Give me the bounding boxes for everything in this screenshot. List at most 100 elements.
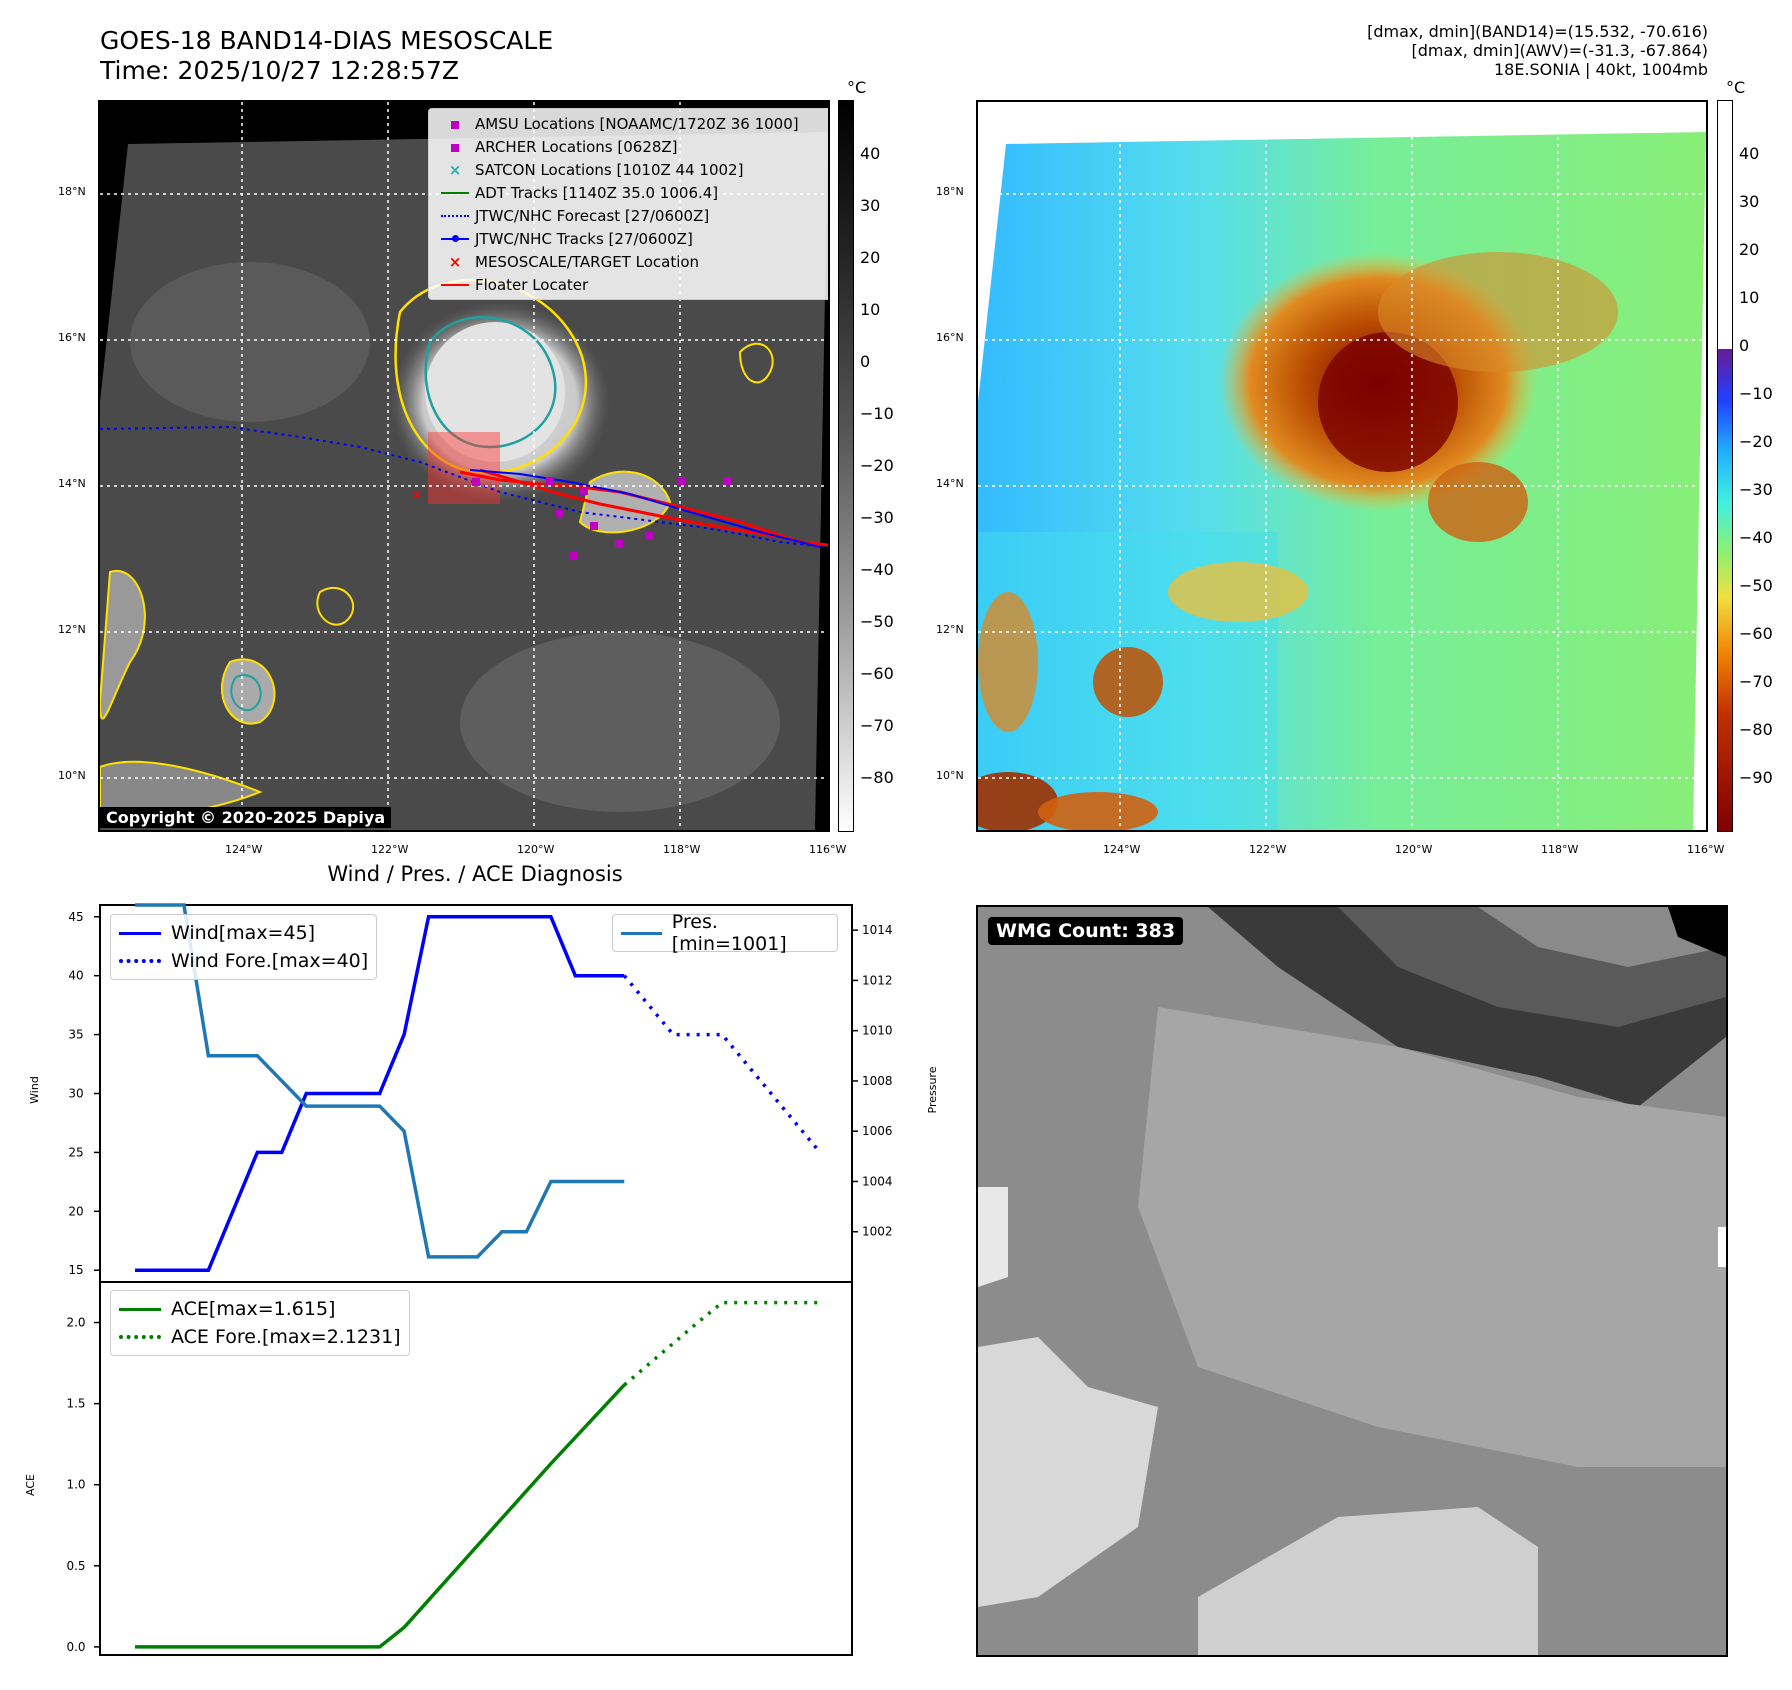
colorbar-tick-label: 30	[860, 196, 881, 215]
lat-label: 18°N	[936, 185, 964, 198]
legend-item-amsu: AMSU Locations [NOAAMC/1720Z 36 1000]	[435, 112, 828, 135]
colorbar-tick-label: −10	[1739, 384, 1773, 403]
legend-label: MESOSCALE/TARGET Location	[475, 252, 700, 271]
lon-label: 124°W	[1103, 843, 1141, 856]
colorbar-tick-label: −50	[860, 612, 894, 631]
lon-label: 120°W	[1395, 843, 1433, 856]
colorbar-tick-label: −50	[1739, 576, 1773, 595]
legend-item-target: × MESOSCALE/TARGET Location	[435, 250, 828, 273]
colorbar-tick-label: −20	[860, 456, 894, 475]
lat-label: 16°N	[58, 331, 86, 344]
legend-label: Wind[max=45]	[171, 922, 316, 944]
lat-label: 14°N	[936, 477, 964, 490]
line-marker-icon	[119, 931, 171, 935]
pressure-tick-label: 1008	[862, 1074, 893, 1088]
intensity-info: [dmax, dmin](BAND14)=(15.532, -70.616) […	[1367, 22, 1708, 79]
ace-axis-label: ACE	[24, 1474, 37, 1496]
dotted-line-icon	[435, 214, 475, 217]
colorbar-tick-label: 20	[1739, 240, 1760, 259]
legend-item-tracks: JTWC/NHC Tracks [27/0600Z]	[435, 227, 828, 250]
best-track	[469, 469, 821, 548]
colorbar-tick-label: −60	[860, 664, 894, 683]
legend-item-satcon: × SATCON Locations [1010Z 44 1002]	[435, 158, 828, 181]
pressure-tick-label: 1010	[862, 1024, 893, 1038]
colorbar-tick-label: 10	[860, 300, 881, 319]
wind-tick-label: 30	[68, 1087, 83, 1101]
colorbar-tick-label: −10	[860, 404, 894, 423]
lat-label: 14°N	[58, 477, 86, 490]
ir-map-panel: × AMSU Locations [NOAAMC/1720Z 36 1000] …	[98, 100, 830, 832]
colorbar-unit: °C	[847, 78, 867, 97]
lon-label: 116°W	[809, 843, 847, 856]
amsu-markers	[472, 477, 731, 560]
diagnosis-frame	[99, 904, 853, 1656]
wind-line	[135, 915, 625, 1272]
lon-label: 118°W	[663, 843, 701, 856]
target-marker: ×	[411, 487, 423, 503]
ace-tick-label: 0.0	[66, 1640, 85, 1654]
ace-plot: 0.0 0.5 1.0 1.5 2.0	[66, 1300, 820, 1654]
line-marker-icon	[435, 283, 475, 286]
awv-map-panel	[976, 100, 1708, 832]
info-line-3: 18E.SONIA | 40kt, 1004mb	[1493, 60, 1708, 79]
pressure-axis-label: Pressure	[926, 1066, 939, 1113]
line-marker-icon	[621, 931, 672, 935]
lon-label: 116°W	[1687, 843, 1725, 856]
figure-title: GOES-18 BAND14-DIAS MESOSCALE Time: 2025…	[100, 26, 553, 86]
lon-label: 120°W	[517, 843, 555, 856]
pressure-tick-label: 1006	[862, 1124, 893, 1138]
dotted-line-icon	[119, 959, 171, 963]
title-line-1: GOES-18 BAND14-DIAS MESOSCALE	[100, 26, 554, 55]
pressure-tick-label: 1002	[862, 1225, 893, 1239]
colorbar-tick-label: −70	[860, 716, 894, 735]
diagnosis-title: Wind / Pres. / ACE Diagnosis	[327, 862, 623, 886]
colorbar-tick-label: −80	[860, 768, 894, 787]
legend-label: ACE Fore.[max=2.1231]	[171, 1326, 401, 1348]
pressure-line	[135, 903, 625, 1259]
lat-label: 16°N	[936, 331, 964, 344]
lon-label: 118°W	[1541, 843, 1579, 856]
colorbar-tick-label: −20	[1739, 432, 1773, 451]
colorbar-tick-label: −30	[1739, 480, 1773, 499]
grayscale-colorbar	[838, 100, 854, 832]
legend-item-wind-forecast: Wind Fore.[max=40]	[119, 947, 368, 975]
colorbar-tick-label: −40	[860, 560, 894, 579]
wind-pressure-plot: 15 20 25 30 35 40 45 1002 1004 1006 1008 1010 1012 10…	[68, 903, 893, 1277]
legend-label: Pres.[min=1001]	[671, 911, 787, 955]
lon-label: 124°W	[225, 843, 263, 856]
legend-label: JTWC/NHC Tracks [27/0600Z]	[475, 229, 693, 248]
lat-label: 18°N	[58, 185, 86, 198]
wmg-count-badge: WMG Count: 383	[988, 917, 1184, 945]
legend-label: AMSU Locations [NOAAMC/1720Z 36 1000]	[475, 114, 799, 133]
wind-axis-label: Wind	[28, 1076, 41, 1104]
legend-label: JTWC/NHC Forecast [27/0600Z]	[475, 206, 710, 225]
line-marker-icon	[435, 191, 475, 194]
awv-colorbar	[1717, 100, 1733, 832]
lon-label: 122°W	[1249, 843, 1287, 856]
pressure-tick-label: 1014	[862, 923, 893, 937]
lat-label: 10°N	[936, 769, 964, 782]
pressure-tick-label: 1012	[862, 973, 893, 987]
colorbar-tick-label: 40	[1739, 144, 1760, 163]
colorbar-tick-label: −40	[1739, 528, 1773, 547]
colorbar-tick-label: 10	[1739, 288, 1760, 307]
ace-legend: ACE[max=1.615] ACE Fore.[max=2.1231]	[110, 1290, 410, 1356]
colorbar-tick-label: 20	[860, 248, 881, 267]
legend-item-ace: ACE[max=1.615]	[119, 1295, 401, 1323]
wind-tick-label: 40	[68, 969, 83, 983]
legend-label: ACE[max=1.615]	[171, 1298, 336, 1320]
map-gridlines	[978, 102, 1706, 830]
pressure-tick-label: 1004	[862, 1174, 893, 1188]
ace-tick-label: 2.0	[66, 1316, 85, 1330]
copyright-label: Copyright © 2020-2025 Dapiya	[100, 807, 392, 828]
legend-item-archer: ARCHER Locations [0628Z]	[435, 135, 828, 158]
lat-label: 12°N	[936, 623, 964, 636]
legend-item-wind: Wind[max=45]	[119, 919, 368, 947]
lat-label: 10°N	[58, 769, 86, 782]
ace-tick-label: 1.5	[66, 1397, 85, 1411]
info-line-1: [dmax, dmin](BAND14)=(15.532, -70.616)	[1367, 22, 1708, 41]
legend-label: ARCHER Locations [0628Z]	[475, 137, 678, 156]
wmg-image	[978, 907, 1726, 1655]
colorbar-unit: °C	[1726, 78, 1746, 97]
wind-tick-label: 15	[68, 1263, 83, 1277]
